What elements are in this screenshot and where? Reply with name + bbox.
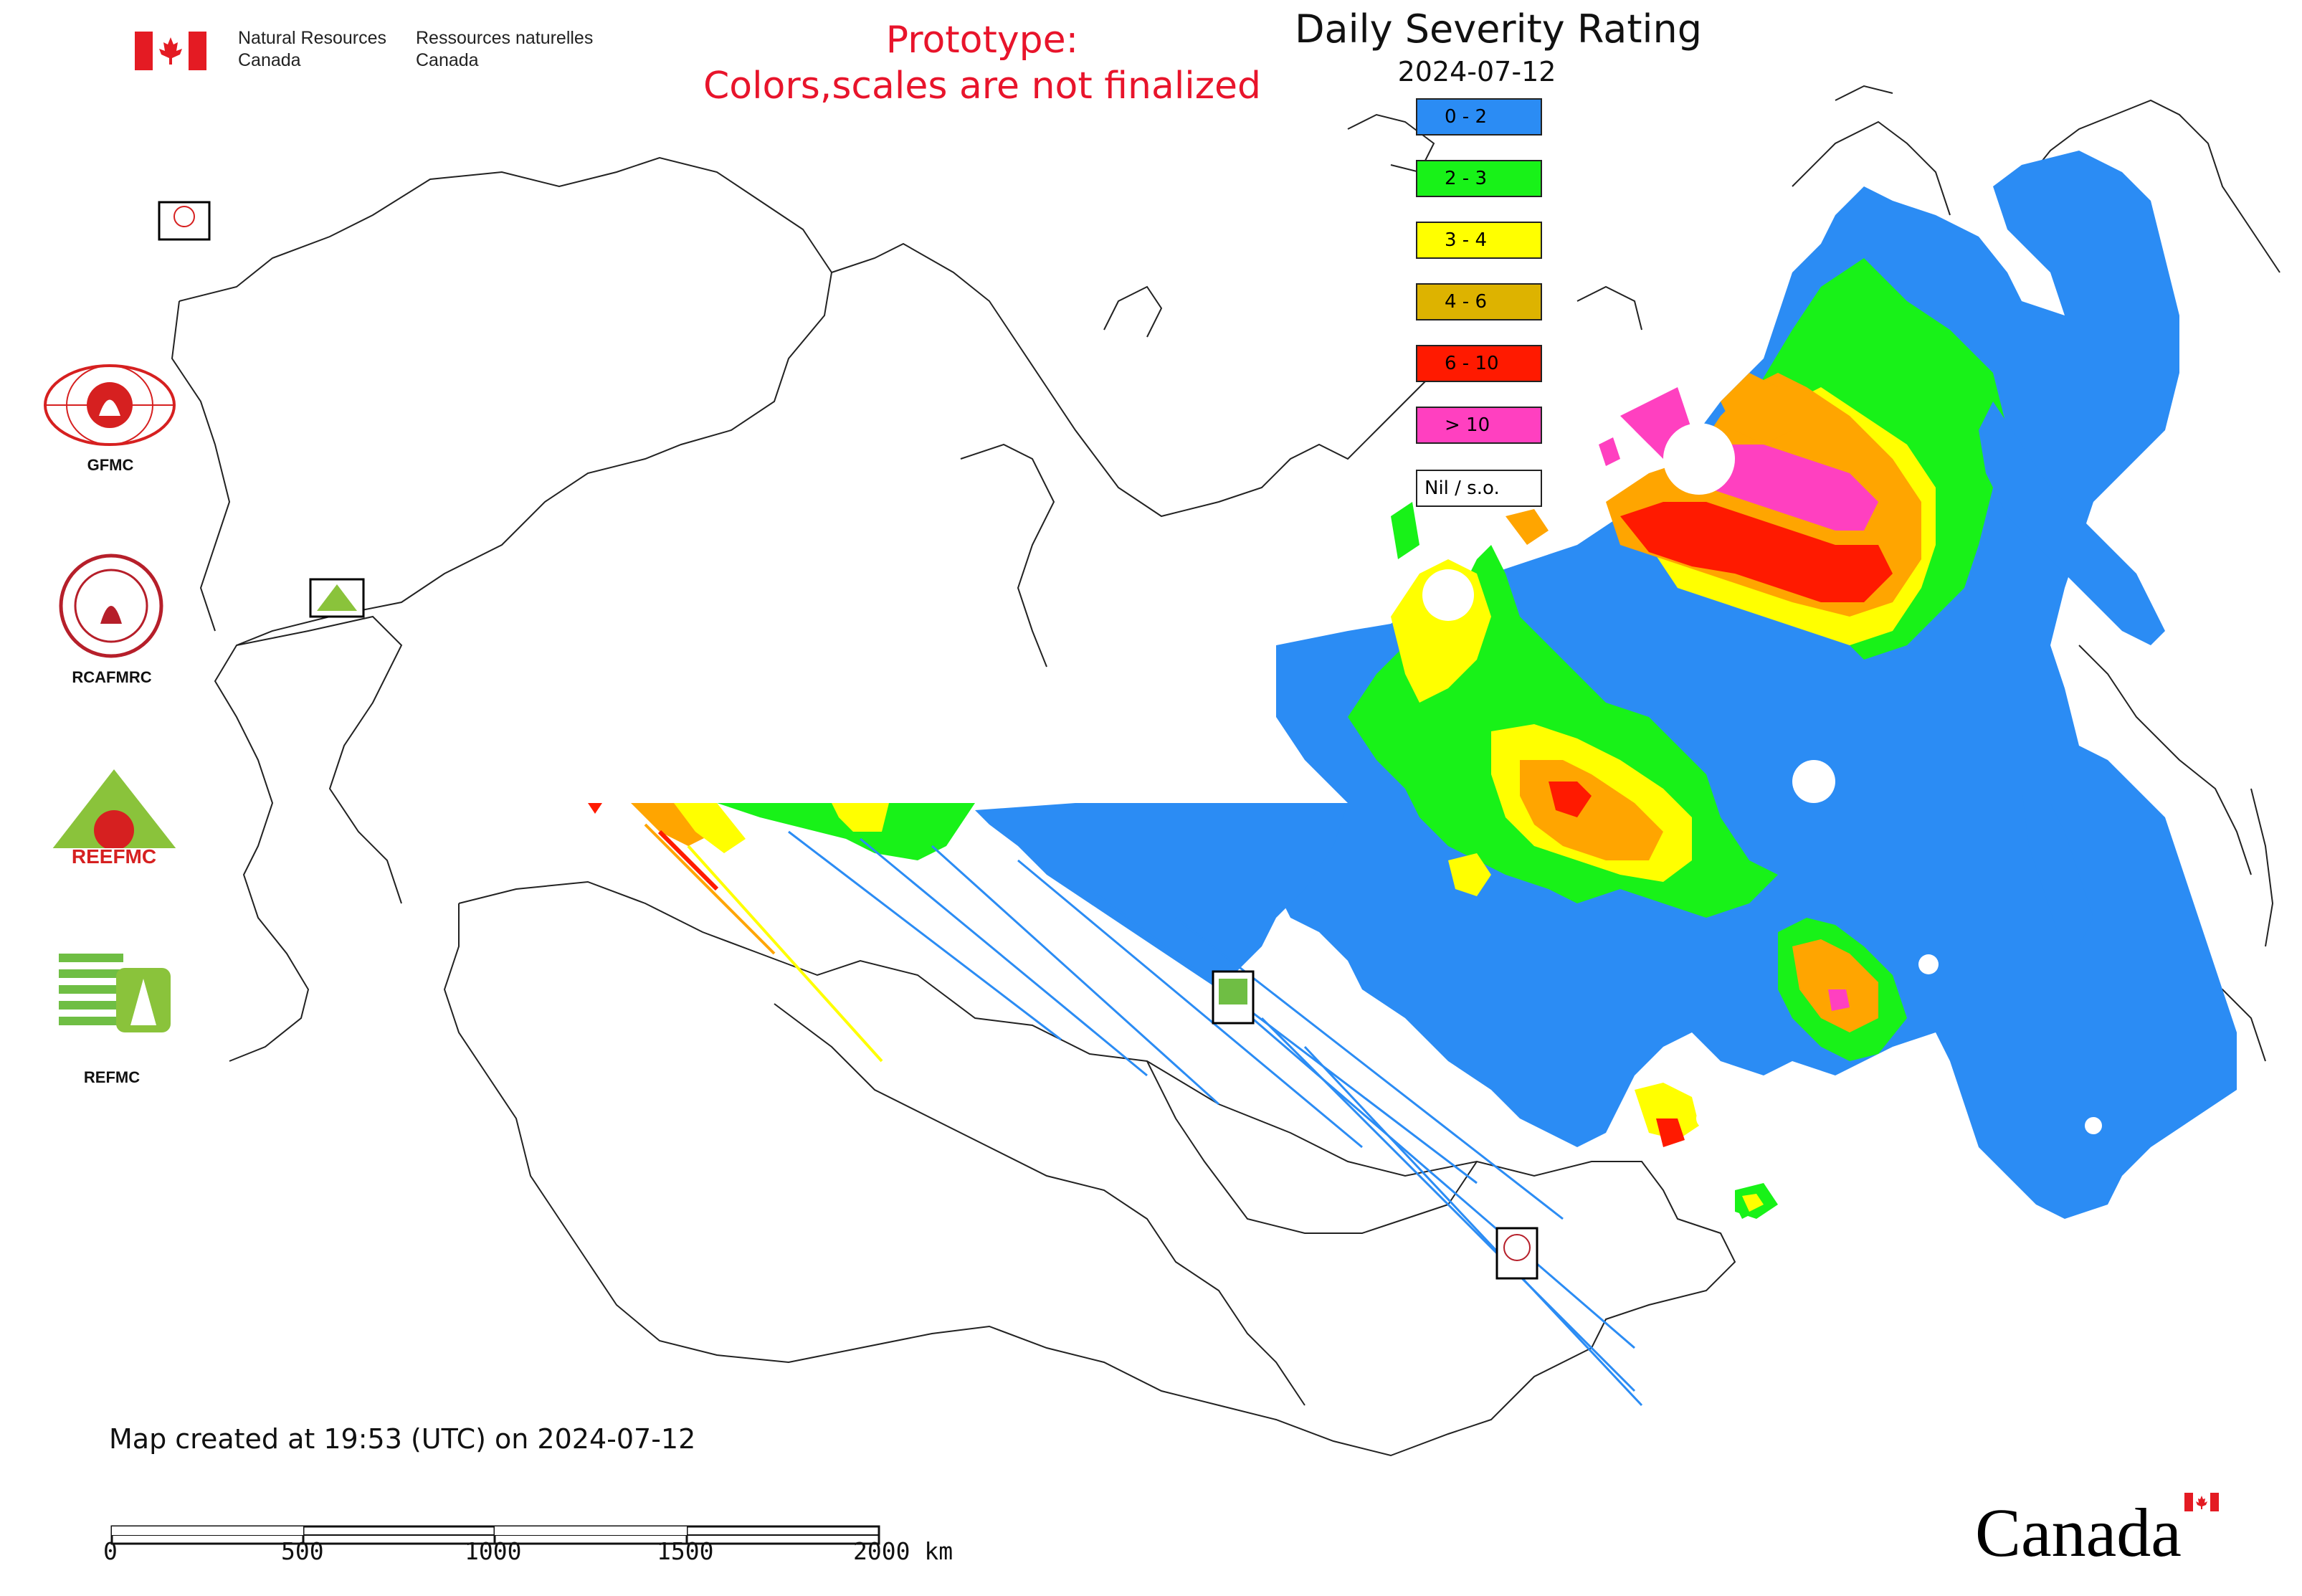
nrcan-name-fr: Ressources naturelles Canada [416, 28, 594, 70]
gfmc-logo-icon [44, 364, 176, 446]
scale-label-1500: 1500 [657, 1537, 714, 1565]
canada-wordmark: Canada [1975, 1491, 2226, 1570]
prototype-notice: Prototype: Colors,scales are not finaliz… [703, 19, 1262, 108]
legend-item-6-10: 6 - 10 [1416, 345, 1542, 382]
refmc-logo-icon [59, 946, 173, 1040]
legend-item-2-3: 2 - 3 [1416, 160, 1542, 197]
rcafmrc-logo-icon [59, 554, 163, 658]
svg-text:REEFMC: REEFMC [72, 845, 156, 868]
reefmc-logo-icon: REEFMC [44, 769, 184, 868]
gfmc-label: GFMC [87, 456, 134, 474]
severity-raster [588, 151, 2237, 1407]
scale-label-2000: 2000 km [853, 1537, 953, 1565]
country-borders [171, 85, 2280, 1457]
legend-item-gt-10: > 10 [1416, 407, 1542, 444]
legend-item-0-2: 0 - 2 [1416, 98, 1542, 136]
canada-flag-icon [135, 32, 206, 70]
nrcan-header: Natural Resources Canada Ressources natu… [135, 27, 637, 77]
rcafmrc-label: RCAFMRC [72, 668, 152, 686]
scale-label-0: 0 [103, 1537, 118, 1565]
legend-item-4-6: 4 - 6 [1416, 283, 1542, 320]
map-created-note: Map created at 19:53 (UTC) on 2024-07-12 [109, 1423, 696, 1455]
scale-label-1000: 1000 [465, 1537, 522, 1565]
scale-bar [110, 1525, 880, 1545]
scale-label-500: 500 [281, 1537, 324, 1565]
legend-item-3-4: 3 - 4 [1416, 222, 1542, 259]
nrcan-name-en: Natural Resources Canada [238, 28, 387, 70]
legend-item-nil: Nil / s.o. [1416, 470, 1542, 507]
canada-wordmark-text: Canada [1975, 1494, 2182, 1571]
map-date: 2024-07-12 [1397, 56, 1556, 87]
map-title: Daily Severity Rating [1294, 6, 1703, 52]
canada-wordmark-flag-icon [2184, 1493, 2219, 1511]
refmc-label: REFMC [83, 1068, 141, 1086]
map-logo-markers [158, 201, 1538, 1280]
